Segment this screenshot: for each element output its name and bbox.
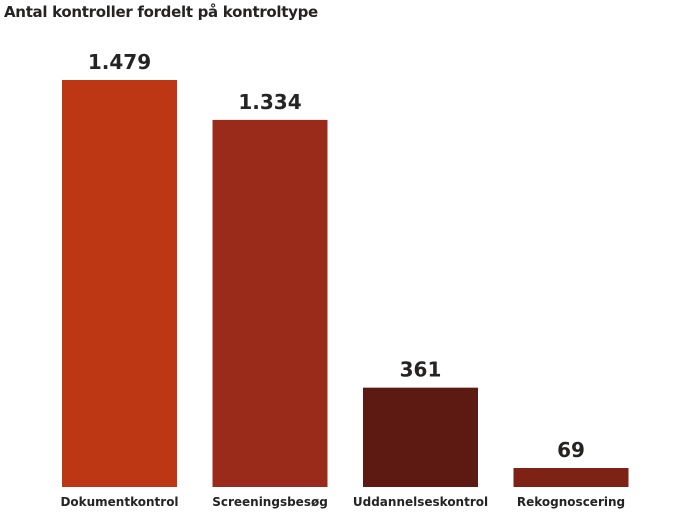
data-label: 1.479 — [88, 50, 151, 74]
bar-rekognoscering[interactable] — [513, 468, 629, 487]
bar-uddannelseskontrol[interactable] — [363, 387, 478, 487]
bar-screeningsbesøg[interactable] — [212, 119, 328, 487]
x-tick-label: Dokumentkontrol — [60, 495, 178, 509]
x-tick-label: Screeningsbesøg — [212, 495, 328, 509]
chart-title: Antal kontroller fordelt på kontroltype — [4, 3, 318, 21]
data-label: 361 — [400, 358, 442, 382]
x-tick-label: Rekognoscering — [517, 495, 625, 509]
bar-dokumentkontrol[interactable] — [62, 80, 177, 487]
data-label: 1.334 — [238, 90, 301, 114]
x-tick-label: Uddannelseskontrol — [353, 495, 488, 509]
data-label: 69 — [557, 438, 585, 462]
